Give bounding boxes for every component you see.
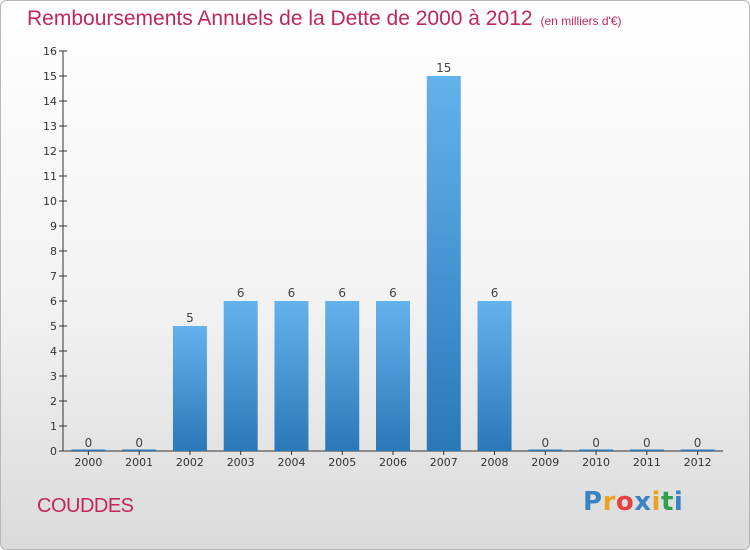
y-tick-label: 2 [50, 395, 57, 408]
y-tick-label: 15 [43, 70, 57, 83]
x-tick-label: 2003 [227, 456, 255, 469]
data-label: 0 [135, 436, 143, 450]
x-tick-label: 2012 [684, 456, 712, 469]
y-tick-label: 10 [43, 195, 57, 208]
y-tick-label: 8 [50, 245, 57, 258]
y-tick-label: 11 [43, 170, 57, 183]
data-label: 6 [237, 286, 245, 300]
x-tick-label: 2010 [582, 456, 610, 469]
y-tick-label: 5 [50, 320, 57, 333]
bar [680, 449, 715, 451]
chart-subtitle: (en milliers d'€) [540, 14, 622, 28]
data-label: 5 [186, 311, 194, 325]
data-label: 0 [592, 436, 600, 450]
data-label: 6 [338, 286, 346, 300]
y-tick-label: 0 [50, 445, 57, 458]
y-tick-label: 4 [50, 345, 57, 358]
bar [274, 301, 309, 451]
x-tick-label: 2008 [481, 456, 509, 469]
commune-name: COUDDES [37, 495, 134, 517]
x-tick-label: 2002 [176, 456, 204, 469]
proxiti-logo: Proxiti [583, 487, 683, 517]
bar [71, 449, 106, 451]
x-tick-label: 2005 [328, 456, 356, 469]
logo-letter: t [660, 487, 674, 517]
bar [172, 326, 207, 451]
data-label: 6 [288, 286, 296, 300]
bar [376, 301, 410, 451]
y-tick-label: 3 [50, 370, 57, 383]
logo-letter: x [634, 487, 652, 517]
y-tick-label: 12 [43, 145, 57, 158]
y-tick-label: 16 [43, 45, 57, 58]
y-tick-label: 1 [50, 420, 57, 433]
bar [579, 449, 614, 451]
bar [325, 301, 360, 451]
x-tick-label: 2009 [531, 456, 559, 469]
bar [528, 449, 563, 451]
y-tick-label: 9 [50, 220, 57, 233]
y-tick-label: 14 [43, 95, 57, 108]
x-tick-label: 2011 [633, 456, 661, 469]
x-tick-label: 2004 [277, 456, 305, 469]
x-tick-label: 2007 [430, 456, 458, 469]
bar [122, 449, 157, 451]
bar [629, 449, 664, 451]
x-tick-label: 2000 [74, 456, 102, 469]
data-label: 0 [643, 436, 651, 450]
logo-letter: i [673, 487, 684, 517]
data-label: 0 [541, 436, 549, 450]
logo-letter: o [615, 487, 635, 517]
y-tick-label: 7 [50, 270, 57, 283]
data-label: 6 [389, 286, 397, 300]
data-label: 0 [694, 436, 702, 450]
chart-title-text: Remboursements Annuels de la Dette de 20… [27, 7, 533, 30]
y-tick-label: 13 [43, 120, 57, 133]
logo-letter: P [583, 487, 603, 517]
data-label: 6 [491, 286, 499, 300]
data-label: 0 [85, 436, 93, 450]
bar [426, 76, 461, 451]
bar [223, 301, 258, 451]
logo-letter: r [602, 487, 616, 517]
y-tick-label: 6 [50, 295, 57, 308]
bar [477, 301, 512, 451]
chart-title: Remboursements Annuels de la Dette de 20… [27, 7, 622, 31]
logo-letter: i [651, 487, 661, 517]
x-tick-label: 2001 [125, 456, 153, 469]
x-tick-label: 2006 [379, 456, 407, 469]
data-label: 15 [436, 61, 451, 75]
